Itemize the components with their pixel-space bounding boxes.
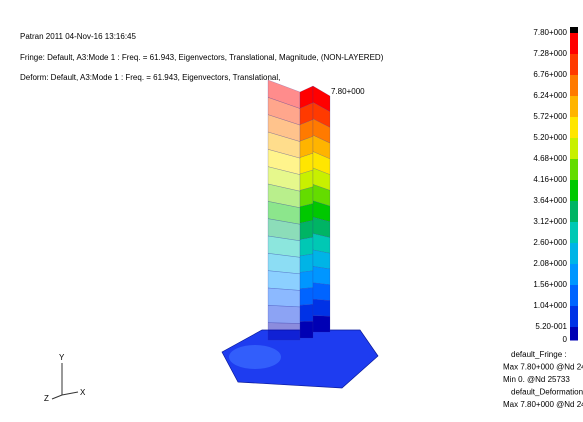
- legend-label: 4.16+000: [533, 175, 567, 184]
- fin-middle-band: [300, 304, 313, 321]
- summary-line: default_Deformation :: [511, 388, 583, 397]
- legend-swatch: [570, 138, 578, 160]
- legend-cap: [570, 27, 578, 33]
- summary-line: Max 7.80+000 @Nd 24237: [503, 400, 583, 409]
- triad-z: Z: [44, 394, 49, 403]
- base-plate-shade: [229, 345, 281, 369]
- legend-label: 2.60+000: [533, 238, 567, 247]
- triad-x-axis: [62, 392, 78, 395]
- header-title: Patran 2011 04-Nov-16 13:16:45: [20, 32, 136, 41]
- legend-swatch: [570, 264, 578, 286]
- legend-label: 2.08+000: [533, 259, 567, 268]
- color-legend: 7.80+000 7.28+000 6.76+000 6.24+000 5.72+000…: [533, 27, 578, 344]
- triad: Y X Z: [44, 353, 86, 403]
- summary-line: Min 0. @Nd 25733: [503, 375, 570, 384]
- legend-swatch: [570, 327, 578, 341]
- summary-line: default_Fringe :: [511, 350, 567, 359]
- legend-swatch: [570, 243, 578, 265]
- fin-right-band: [313, 283, 330, 301]
- triad-x: X: [80, 388, 86, 397]
- legend-swatch: [570, 96, 578, 118]
- peak-label: 7.80+000: [331, 87, 365, 96]
- legend-swatch: [570, 201, 578, 223]
- legend-swatch: [570, 75, 578, 97]
- legend-swatch: [570, 117, 578, 139]
- legend-label: 6.24+000: [533, 91, 567, 100]
- legend-label: 5.20-001: [535, 322, 567, 331]
- model: [222, 80, 378, 388]
- result-summary: default_Fringe : Max 7.80+000 @Nd 24237 Mi…: [503, 350, 583, 409]
- legend-label: 5.20+000: [533, 133, 567, 142]
- fin-middle-band: [300, 187, 313, 207]
- legend-label: 0: [563, 335, 568, 344]
- fin-right-band: [313, 299, 330, 316]
- fin-middle-band: [300, 271, 313, 289]
- legend-label: 1.56+000: [533, 280, 567, 289]
- legend-label: 7.28+000: [533, 49, 567, 58]
- legend-swatch: [570, 159, 578, 181]
- legend-label: 1.04+000: [533, 301, 567, 310]
- fin-left-band: [268, 323, 300, 340]
- legend-swatch: [570, 285, 578, 307]
- header-deform: Deform: Default, A3:Mode 1 : Freq. = 61.…: [20, 73, 280, 82]
- triad-y: Y: [59, 353, 65, 362]
- fin-middle-band: [300, 204, 313, 224]
- legend-label: 5.72+000: [533, 112, 567, 121]
- fin-right-band: [313, 266, 330, 284]
- fin-right-band: [313, 316, 330, 332]
- legend-label: 3.64+000: [533, 196, 567, 205]
- legend-swatch: [570, 222, 578, 244]
- fin-middle-band: [300, 220, 313, 239]
- legend-swatch: [570, 54, 578, 76]
- fin-left-band: [268, 271, 300, 291]
- legend-swatch: [570, 33, 578, 55]
- triad-z-axis: [52, 395, 62, 399]
- legend-label: 6.76+000: [533, 70, 567, 79]
- legend-label: 7.80+000: [533, 28, 567, 37]
- legend-swatch: [570, 180, 578, 202]
- fin-middle-band: [300, 254, 313, 272]
- legend-label: 3.12+000: [533, 217, 567, 226]
- fin-middle-band: [300, 237, 313, 256]
- summary-line: Max 7.80+000 @Nd 24237: [503, 363, 583, 372]
- fin-middle-band: [300, 288, 313, 306]
- header-fringe: Fringe: Default, A3:Mode 1 : Freq. = 61.…: [20, 53, 384, 62]
- fin-right-band: [313, 250, 330, 269]
- legend-swatch: [570, 306, 578, 328]
- patran-viewport: Patran 2011 04-Nov-16 13:16:45 Fringe: D…: [0, 0, 583, 422]
- fin-middle-band: [300, 321, 313, 338]
- legend-label: 4.68+000: [533, 154, 567, 163]
- fin-left-band: [268, 305, 300, 323]
- fin-left-band: [268, 288, 300, 307]
